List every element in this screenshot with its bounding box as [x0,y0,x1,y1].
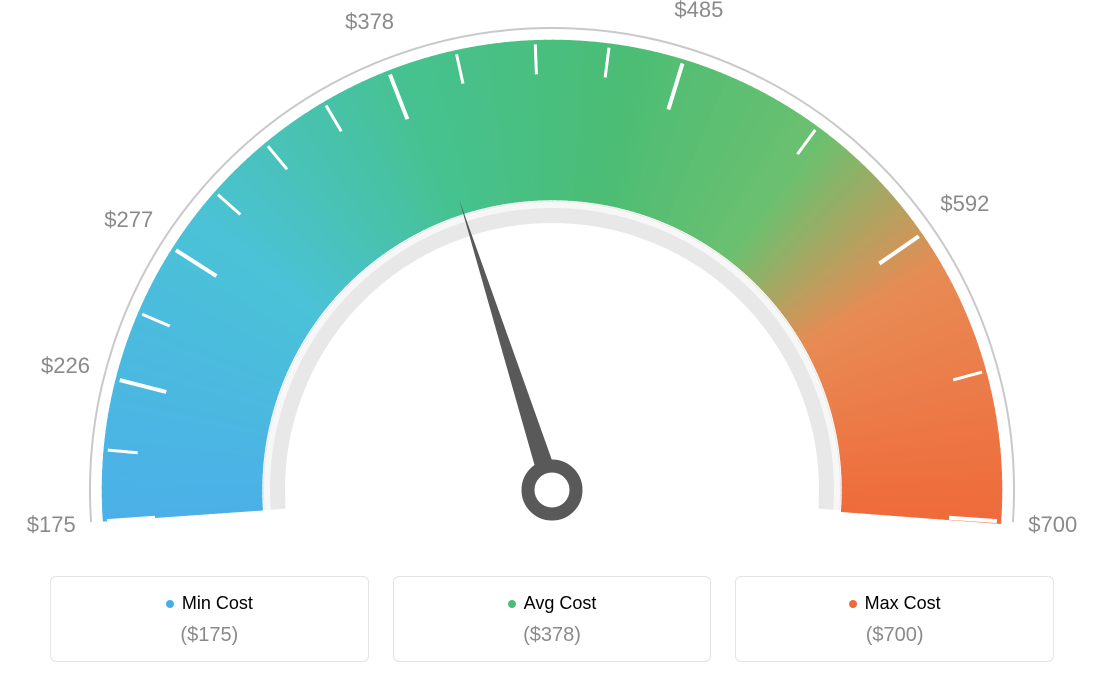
legend-max-label: Max Cost [865,593,941,614]
gauge-svg [0,0,1104,560]
legend-avg-label: Avg Cost [524,593,597,614]
gauge-chart: $175 $226 $277 $378 $485 $592 $700 [0,0,1104,560]
legend-avg-title: Avg Cost [508,593,597,614]
legend-row: Min Cost ($175) Avg Cost ($378) Max Cost… [50,576,1054,662]
legend-max-title: Max Cost [849,593,941,614]
legend-max-value: ($700) [746,624,1043,647]
legend-min-title: Min Cost [166,593,253,614]
legend-min-value: ($175) [61,624,358,647]
gauge-tick-label: $592 [940,191,989,217]
dot-icon [508,600,516,608]
gauge-tick-label: $175 [27,512,76,538]
gauge-tick-label: $485 [674,0,723,23]
legend-avg: Avg Cost ($378) [393,576,712,662]
legend-avg-value: ($378) [404,624,701,647]
gauge-tick-label: $700 [1028,512,1077,538]
legend-min: Min Cost ($175) [50,576,369,662]
gauge-tick-label: $378 [345,9,394,35]
gauge-tick-label: $277 [104,207,153,233]
gauge-tick-label: $226 [41,353,90,379]
legend-min-label: Min Cost [182,593,253,614]
legend-max: Max Cost ($700) [735,576,1054,662]
dot-icon [166,600,174,608]
dot-icon [849,600,857,608]
